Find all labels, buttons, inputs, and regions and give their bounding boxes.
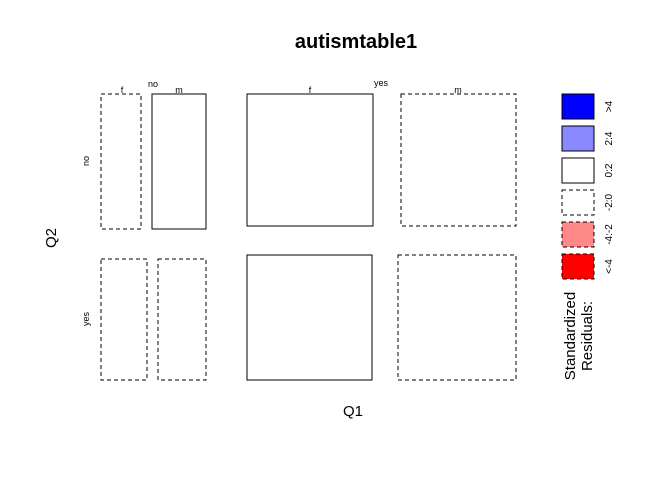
legend-swatch-3 [561,189,595,216]
legend-label-4: -4:-2 [604,224,615,245]
legend-label-5: <-4 [604,259,615,274]
legend-label-3: -2:0 [604,193,615,211]
tile-q1-no-f-q2-no [100,93,142,230]
legend-label-0: >4 [604,100,615,112]
legend-label-2: 0:2 [604,163,615,177]
tile-q1-yes-f-q2-yes [246,254,373,381]
tile-q1-yes-m-q2-yes [397,254,517,381]
sex-level-f-label-no: f [121,85,124,95]
tile-q1-no-m-q2-no [151,93,207,230]
tile-q1-no-f-q2-yes [100,258,148,381]
tile-q1-yes-f-q2-no [246,93,374,227]
legend-swatch-2 [561,157,595,184]
tile-q1-yes-m-q2-no [400,93,517,227]
sex-level-f-label-yes: f [309,85,312,95]
legend-swatch-1 [561,125,595,152]
tile-q1-no-m-q2-yes [157,258,207,381]
q2-level-no-label: no [81,156,91,166]
legend-title-line2: Residuals: [579,301,596,371]
sex-level-m-label-no: m [175,85,183,95]
sex-level-m-label-yes: m [454,85,462,95]
legend-label-1: 2:4 [604,131,615,145]
residual-legend: >4 2:4 0:2 -2:0 -4:-2 <-4 [561,93,615,280]
legend-title-line1: Standardized [562,292,579,380]
mosaic-tiles [100,93,517,381]
q1-level-yes-label: yes [374,78,389,88]
y-axis-label: Q2 [43,228,60,248]
chart-title: autismtable1 [295,31,417,53]
x-axis-label: Q1 [343,403,363,420]
legend-swatch-4 [561,221,595,248]
legend-swatch-0 [561,93,595,120]
q2-level-yes-label: yes [81,312,91,327]
legend-swatch-5 [561,253,595,280]
q1-level-no-label: no [148,79,158,89]
